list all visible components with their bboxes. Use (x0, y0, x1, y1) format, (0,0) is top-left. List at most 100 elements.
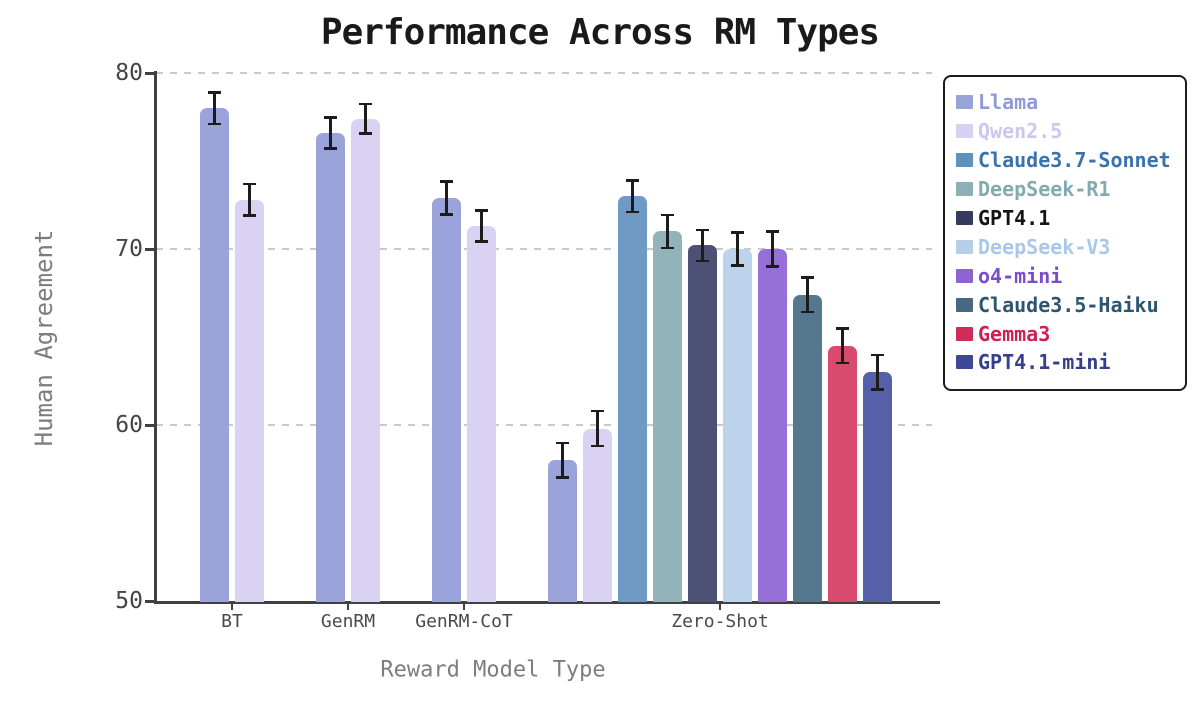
y-axis-label: Human Agreement (30, 229, 58, 447)
bar-llama-zero-shot (548, 460, 577, 602)
legend-label-deepseek-r1: DeepSeek-R1 (978, 177, 1111, 202)
bar-deepseek-r1-zero-shot (653, 231, 682, 602)
error-bar-gpt4-1-zero-shot (701, 229, 704, 262)
error-bar-cap-top-llama-zero-shot (556, 441, 569, 445)
legend-row-claude3-5-haiku: Claude3.5-Haiku (956, 290, 1185, 319)
bar-deepseek-v3-zero-shot (723, 249, 752, 602)
x-tick-mark (462, 603, 466, 610)
bar-llama-bt (200, 108, 229, 602)
bar-o4-mini-zero-shot (758, 249, 787, 602)
error-bar-cap-top-llama-bt (208, 91, 221, 94)
error-bar-cap-top-o4-mini-zero-shot (766, 230, 779, 233)
error-bar-cap-bottom-qwen2-5-bt (243, 214, 256, 217)
legend-label-qwen2-5: Qwen2.5 (978, 119, 1063, 144)
y-tick-mark (145, 599, 154, 603)
bar-qwen2-5-genrm (351, 118, 380, 602)
bar-claude3-7-sonnet-zero-shot (618, 196, 647, 602)
error-bar-cap-bottom-gpt4-1-zero-shot (696, 259, 709, 263)
x-tick-label-genrm-cot: GenRM-CoT (415, 611, 513, 632)
y-tick-label: 80 (115, 60, 143, 86)
error-bar-cap-top-llama-genrm (324, 116, 337, 119)
legend-label-claude3-7-sonnet: Claude3.7-Sonnet (978, 148, 1171, 173)
error-bar-qwen2-5-zero-shot (596, 410, 599, 447)
error-bar-claude3-5-haiku-zero-shot (806, 277, 809, 313)
error-bar-qwen2-5-genrm (364, 103, 367, 134)
error-bar-cap-top-qwen2-5-genrm-cot (475, 209, 488, 212)
error-bar-cap-bottom-o4-mini-zero-shot (766, 265, 779, 268)
error-bar-cap-bottom-gpt4-1-mini-zero-shot (871, 388, 884, 391)
legend-row-gemma3: Gemma3 (956, 319, 1185, 348)
error-bar-cap-top-claude3-7-sonnet-zero-shot (626, 179, 639, 182)
legend-swatch-o4-mini (956, 268, 973, 283)
legend-swatch-deepseek-v3 (956, 239, 973, 254)
error-bar-cap-top-claude3-5-haiku-zero-shot (801, 276, 814, 279)
legend-row-gpt4-1: GPT4.1 (956, 204, 1185, 233)
legend-label-gpt4-1: GPT4.1 (978, 206, 1051, 230)
y-tick-label: 60 (115, 412, 143, 438)
legend-swatch-gpt4-1 (956, 211, 973, 225)
x-tick-label-zero-shot: Zero-Shot (671, 611, 769, 632)
x-axis-spine (154, 601, 940, 604)
legend-row-deepseek-r1: DeepSeek-R1 (956, 175, 1185, 204)
y-gridline (156, 72, 932, 74)
error-bar-cap-bottom-qwen2-5-zero-shot (591, 444, 604, 448)
error-bar-qwen2-5-bt (248, 183, 251, 216)
legend-row-claude3-7-sonnet: Claude3.7-Sonnet (956, 146, 1185, 175)
legend-row-gpt4-1-mini: GPT4.1-mini (956, 348, 1185, 377)
legend-label-claude3-5-haiku: Claude3.5-Haiku (978, 292, 1159, 317)
y-tick-label: 70 (115, 236, 143, 262)
error-bar-llama-bt (213, 92, 216, 125)
bar-claude3-5-haiku-zero-shot (793, 294, 822, 602)
legend-swatch-gpt4-1-mini (956, 355, 973, 370)
legend-label-gemma3: Gemma3 (978, 321, 1051, 346)
error-bar-cap-top-qwen2-5-bt (243, 182, 256, 186)
legend-swatch-claude3-7-sonnet (956, 153, 973, 168)
y-tick-mark (145, 423, 154, 427)
x-axis-label: Reward Model Type (380, 657, 606, 683)
y-gridline (156, 248, 932, 250)
bar-llama-genrm-cot (432, 197, 461, 602)
legend-row-llama: Llama (956, 88, 1185, 117)
legend: Llama Qwen2.5 Claude3.7-Sonnet DeepSeek-R1 G… (943, 75, 1187, 391)
bar-gpt4-1-mini-zero-shot (863, 372, 892, 602)
error-bar-cap-bottom-qwen2-5-genrm-cot (475, 240, 488, 243)
error-bar-gpt4-1-mini-zero-shot (876, 354, 879, 390)
error-bar-cap-bottom-llama-bt (208, 122, 221, 126)
error-bar-claude3-7-sonnet-zero-shot (631, 180, 634, 213)
legend-swatch-deepseek-r1 (956, 182, 973, 197)
x-tick-label-genrm: GenRM (320, 611, 376, 632)
y-gridline (156, 424, 932, 426)
error-bar-cap-top-gemma3-zero-shot (836, 327, 849, 330)
legend-row-deepseek-v3: DeepSeek-V3 (956, 232, 1185, 261)
bar-qwen2-5-zero-shot (583, 428, 612, 602)
legend-row-o4-mini: o4-mini (956, 261, 1185, 290)
error-bar-cap-bottom-claude3-7-sonnet-zero-shot (626, 210, 639, 214)
error-bar-cap-top-qwen2-5-genrm (359, 102, 372, 106)
legend-swatch-gemma3 (956, 326, 973, 341)
legend-row-qwen2-5: Qwen2.5 (956, 117, 1185, 146)
bar-qwen2-5-genrm-cot (467, 226, 496, 602)
error-bar-cap-bottom-gemma3-zero-shot (836, 361, 849, 365)
error-bar-cap-bottom-llama-genrm-cot (440, 213, 453, 216)
error-bar-cap-bottom-deepseek-v3-zero-shot (731, 264, 744, 267)
error-bar-cap-top-qwen2-5-zero-shot (591, 409, 604, 413)
x-tick-label-bt: BT (221, 611, 243, 632)
error-bar-cap-top-deepseek-v3-zero-shot (731, 231, 744, 234)
legend-swatch-claude3-5-haiku (956, 297, 973, 312)
bar-gpt4-1-zero-shot (688, 245, 717, 602)
error-bar-o4-mini-zero-shot (771, 231, 774, 267)
chart-title: Performance Across RM Types (320, 12, 880, 53)
error-bar-cap-bottom-llama-zero-shot (556, 476, 569, 479)
error-bar-cap-bottom-llama-genrm (324, 147, 337, 150)
error-bar-cap-bottom-qwen2-5-genrm (359, 132, 372, 135)
error-bar-llama-genrm-cot (445, 181, 448, 215)
x-tick-mark (230, 603, 234, 610)
error-bar-cap-top-llama-genrm-cot (440, 180, 453, 183)
legend-label-gpt4-1-mini: GPT4.1-mini (978, 350, 1111, 375)
error-bar-cap-bottom-claude3-5-haiku-zero-shot (801, 310, 814, 314)
x-tick-mark (718, 603, 722, 610)
legend-swatch-llama (956, 95, 973, 110)
legend-label-deepseek-v3: DeepSeek-V3 (978, 234, 1111, 259)
error-bar-gemma3-zero-shot (841, 328, 844, 364)
y-tick-mark (145, 247, 154, 251)
